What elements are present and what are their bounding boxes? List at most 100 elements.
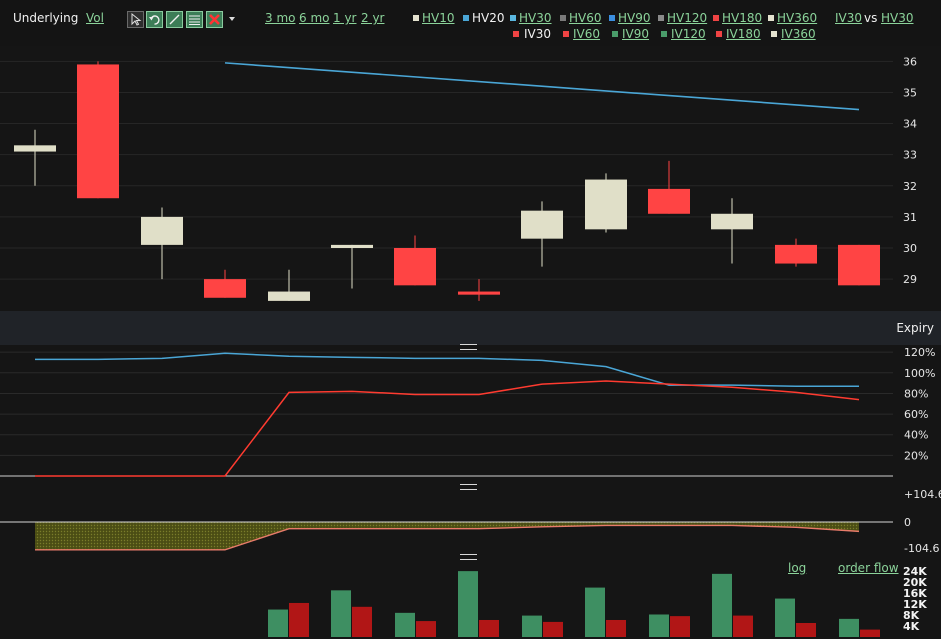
- spread-tick-label: +104.6: [904, 488, 941, 501]
- tools-dropdown-icon[interactable]: [226, 11, 239, 28]
- candle-body: [838, 244, 880, 286]
- price-tick-label: 31: [903, 211, 917, 224]
- spread-area-fill: [35, 522, 859, 550]
- candle-body: [77, 64, 119, 199]
- volume-tick-label: 12K: [903, 598, 927, 611]
- candle-body: [585, 179, 627, 230]
- volume-tick-label: 20K: [903, 576, 927, 589]
- range-1yr-link[interactable]: 1 yr: [333, 11, 357, 25]
- volume-bar-calls: [839, 618, 859, 637]
- volatility-chart[interactable]: 20% 40% 60% 80% 100% 120%: [0, 345, 941, 478]
- volume-bar-calls: [585, 587, 605, 637]
- iv60-swatch-icon: [563, 31, 569, 37]
- vol-panel-resize-handle[interactable]: [460, 344, 477, 350]
- price-tick-label: 34: [903, 118, 917, 131]
- legend-hv20[interactable]: HV20: [472, 11, 505, 25]
- volume-bar-calls: [395, 612, 415, 637]
- vol-tick-label: 60%: [904, 408, 928, 421]
- candle-body: [711, 213, 753, 230]
- volume-bar-calls: [522, 615, 542, 637]
- compare-vs-label: vs: [864, 11, 878, 25]
- vol-tick-label: 80%: [904, 387, 928, 400]
- volume-bar-puts: [352, 606, 372, 637]
- volume-tick-label: 24K: [903, 565, 927, 578]
- legend-iv60[interactable]: IV60: [573, 27, 601, 41]
- legend-hv60[interactable]: HV60: [569, 11, 602, 25]
- delete-drawings-icon[interactable]: [206, 11, 223, 28]
- fibonacci-tool-icon[interactable]: [186, 11, 203, 28]
- volume-bar-puts: [479, 619, 499, 637]
- vol-tick-label: 20%: [904, 449, 928, 462]
- expiry-separator: Expiry: [0, 311, 941, 345]
- candle-body: [458, 291, 500, 295]
- log-scale-link[interactable]: log: [788, 561, 807, 575]
- candle-body: [648, 188, 690, 214]
- legend-iv90[interactable]: IV90: [622, 27, 650, 41]
- line-tool-icon[interactable]: [166, 11, 183, 28]
- volume-bar-puts: [796, 623, 816, 637]
- legend-iv180[interactable]: IV180: [726, 27, 761, 41]
- top-toolbar: Underlying Vol 3 mo 6 mo 1 yr 2 yr HV10 …: [0, 0, 941, 46]
- hv20-swatch-icon: [463, 15, 469, 21]
- expiry-label[interactable]: Expiry: [896, 321, 934, 335]
- hv20-line: [35, 352, 859, 387]
- legend-iv120[interactable]: IV120: [671, 27, 706, 41]
- range-6mo-link[interactable]: 6 mo: [299, 11, 330, 25]
- iv360-swatch-icon: [771, 31, 777, 37]
- candle-body: [268, 291, 310, 301]
- candle-body: [775, 244, 817, 264]
- volume-bar-puts: [416, 621, 436, 637]
- spread-tick-label: 0: [904, 516, 911, 529]
- volume-tick-label: 8K: [903, 609, 920, 622]
- hv10-swatch-icon: [413, 15, 419, 21]
- iv30-line: [35, 380, 860, 477]
- price-chart[interactable]: 29 30 31 32 33 34 35 36: [0, 46, 941, 311]
- compare-left-link[interactable]: IV30: [835, 11, 863, 25]
- price-tick-label: 29: [903, 273, 917, 286]
- price-tick-label: 30: [903, 242, 917, 255]
- hv90-swatch-icon: [609, 15, 615, 21]
- volume-panel-resize-handle[interactable]: [460, 554, 477, 560]
- range-2yr-link[interactable]: 2 yr: [361, 11, 385, 25]
- price-tick-label: 32: [903, 180, 917, 193]
- spread-tick-label: -104.6: [904, 542, 939, 553]
- candle-body: [204, 279, 246, 298]
- volume-tick-label: 16K: [903, 587, 927, 600]
- vol-tick-label: 100%: [904, 367, 935, 380]
- candle-body: [521, 210, 563, 239]
- vol-tab[interactable]: Vol: [86, 11, 104, 25]
- underlying-tab[interactable]: Underlying: [13, 11, 79, 25]
- hv-overlay-line: [224, 62, 860, 111]
- legend-iv30[interactable]: IV30: [524, 27, 552, 41]
- spread-line: [35, 524, 860, 551]
- price-tick-label: 33: [903, 149, 917, 162]
- spread-panel-resize-handle[interactable]: [460, 484, 477, 490]
- volume-bar-puts: [543, 621, 563, 637]
- volume-bar-calls: [268, 609, 288, 637]
- volume-bar-calls: [458, 571, 478, 637]
- legend-hv120[interactable]: HV120: [667, 11, 708, 25]
- candle-body: [331, 244, 373, 248]
- legend-hv360[interactable]: HV360: [777, 11, 818, 25]
- legend-hv30[interactable]: HV30: [519, 11, 552, 25]
- vol-tick-label: 40%: [904, 429, 928, 442]
- spread-chart[interactable]: +104.6 0 -104.6: [0, 479, 941, 553]
- iv120-swatch-icon: [661, 31, 667, 37]
- volume-bar-puts: [606, 619, 626, 637]
- range-3mo-link[interactable]: 3 mo: [265, 11, 296, 25]
- undo-tool-icon[interactable]: [146, 11, 163, 28]
- legend-hv10[interactable]: HV10: [422, 11, 455, 25]
- legend-hv90[interactable]: HV90: [618, 11, 651, 25]
- volume-bar-puts: [289, 602, 309, 637]
- order-flow-link[interactable]: order flow: [838, 561, 899, 575]
- legend-iv360[interactable]: IV360: [781, 27, 816, 41]
- iv90-swatch-icon: [612, 31, 618, 37]
- pointer-tool-icon[interactable]: [127, 11, 144, 28]
- candle-body: [14, 145, 56, 152]
- compare-right-link[interactable]: HV30: [881, 11, 914, 25]
- volume-bar-calls: [775, 598, 795, 637]
- legend-hv180[interactable]: HV180: [722, 11, 763, 25]
- volume-bar-puts: [860, 629, 880, 637]
- hv180-swatch-icon: [713, 15, 719, 21]
